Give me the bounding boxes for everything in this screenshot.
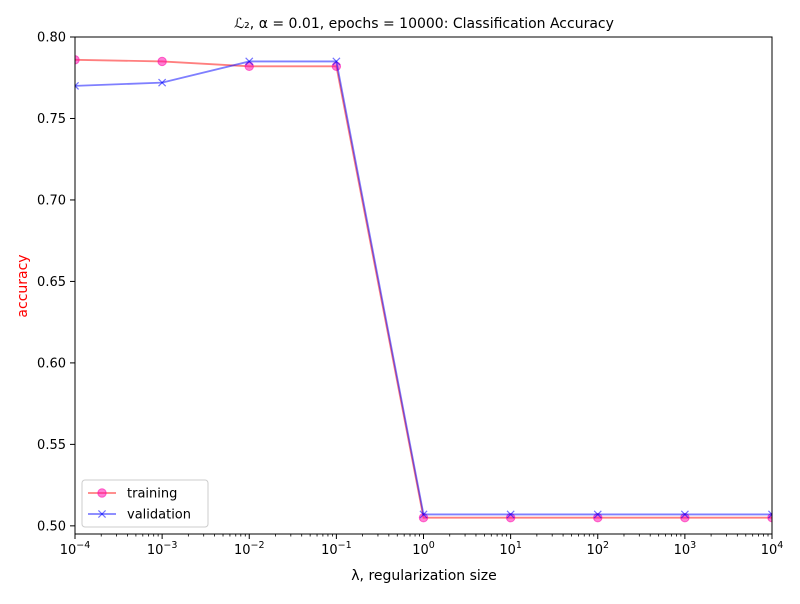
- x-tick-label: 10−4: [60, 540, 91, 558]
- legend-label: validation: [127, 508, 191, 523]
- legend-item-validation: validation: [88, 508, 191, 523]
- legend-box: [81, 479, 209, 528]
- validation-point: [245, 57, 254, 66]
- legend-marker: [97, 509, 107, 519]
- validation-point: [419, 510, 428, 519]
- training-point: [505, 513, 516, 523]
- legend: training validation: [81, 479, 209, 528]
- y-tick-label: 0.70: [37, 193, 66, 208]
- x-axis: 10−4 10−3 10−2 10−1 100 101 102 103 104: [60, 534, 784, 558]
- validation-point: [332, 57, 341, 66]
- validation-point: [767, 510, 772, 519]
- validation-point: [75, 81, 80, 90]
- x-tick-label: 101: [499, 540, 522, 558]
- x-axis-label: λ, regularization size: [351, 568, 496, 584]
- x-tick-label: 100: [412, 540, 435, 558]
- series-layer: [75, 55, 772, 523]
- y-tick-label: 0.55: [37, 438, 66, 453]
- x-tick-label: 10−1: [321, 540, 352, 558]
- validation-point: [593, 510, 602, 519]
- training-point: [157, 56, 167, 67]
- plot-area: [75, 55, 772, 523]
- x-tick-label: 10−3: [147, 540, 178, 558]
- y-axis: 0.50 0.55 0.60 0.65 0.70 0.75 0.80: [37, 31, 75, 534]
- legend-item-training: training: [88, 487, 177, 502]
- validation-point: [506, 510, 515, 519]
- validation-point: [680, 510, 689, 519]
- y-tick-label: 0.80: [37, 31, 66, 46]
- y-tick-label: 0.75: [37, 112, 66, 127]
- y-axis-label: accuracy: [15, 254, 31, 317]
- y-tick-label: 0.50: [37, 519, 66, 534]
- training-point: [593, 513, 603, 523]
- training-point: [680, 513, 690, 523]
- y-tick-label: 0.60: [37, 356, 66, 371]
- validation-point: [158, 78, 167, 87]
- x-tick-label: 103: [674, 540, 697, 558]
- training-line: [75, 58, 772, 519]
- legend-label: training: [127, 487, 177, 502]
- x-tick-label: 10−2: [234, 540, 265, 558]
- axes-frame: [74, 36, 773, 535]
- legend-marker: [97, 488, 107, 498]
- y-tick-label: 0.65: [37, 275, 66, 290]
- training-point: [244, 61, 254, 72]
- x-tick-label: 102: [586, 540, 609, 558]
- x-tick-label: 104: [761, 540, 784, 558]
- chart-title: ℒ₂, α = 0.01, epochs = 10000: Classifica…: [234, 16, 614, 32]
- validation-line: [75, 60, 772, 516]
